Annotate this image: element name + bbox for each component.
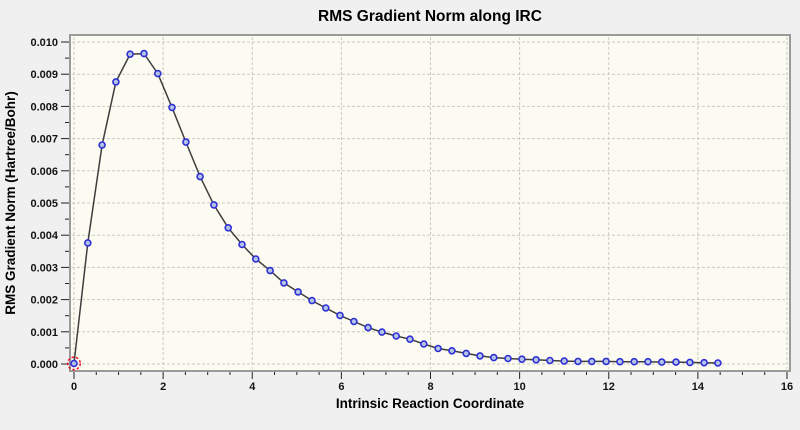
- x-tick-label: 12: [603, 381, 615, 393]
- y-tick-label: 0.001: [30, 327, 58, 339]
- data-point[interactable]: [336, 311, 344, 320]
- data-point[interactable]: [700, 358, 708, 367]
- x-tick-label: 16: [781, 381, 793, 393]
- data-point[interactable]: [616, 357, 624, 366]
- data-point[interactable]: [308, 296, 316, 305]
- x-tick-label: 0: [71, 381, 77, 393]
- selected-point-highlight-ring: [66, 356, 82, 371]
- y-tick-label: 0.005: [30, 198, 58, 210]
- chart-title: RMS Gradient Norm along IRC: [318, 8, 542, 25]
- y-tick-label: 0.000: [30, 359, 58, 371]
- y-tick-label: 0.002: [30, 295, 58, 307]
- data-point[interactable]: [98, 141, 106, 149]
- y-tick-label: 0.003: [30, 262, 58, 274]
- data-point[interactable]: [182, 138, 190, 146]
- x-tick-label: 4: [249, 381, 256, 393]
- data-point[interactable]: [434, 344, 442, 353]
- data-point[interactable]: [350, 317, 358, 326]
- x-tick-label: 6: [338, 381, 344, 393]
- y-axis-title: RMS Gradient Norm (Hartree/Bohr): [3, 91, 18, 315]
- data-point[interactable]: [672, 358, 680, 366]
- data-point[interactable]: [280, 279, 288, 287]
- data-point[interactable]: [126, 50, 134, 59]
- data-point[interactable]: [406, 335, 414, 344]
- data-point[interactable]: [489, 353, 498, 362]
- data-point[interactable]: [112, 78, 120, 86]
- data-point[interactable]: [140, 49, 148, 58]
- data-point[interactable]: [714, 359, 722, 367]
- y-tick-label: 0.008: [30, 101, 58, 113]
- data-point[interactable]: [294, 288, 302, 296]
- data-point[interactable]: [657, 358, 666, 366]
- data-point[interactable]: [70, 359, 78, 368]
- data-point[interactable]: [630, 357, 639, 366]
- data-point[interactable]: [419, 340, 428, 348]
- x-tick-label: 14: [692, 381, 705, 393]
- data-point[interactable]: [84, 239, 92, 247]
- data-point[interactable]: [602, 357, 610, 366]
- data-point[interactable]: [252, 255, 260, 263]
- data-point[interactable]: [532, 355, 540, 364]
- y-tick-label: 0.004: [30, 230, 58, 242]
- x-tick-label: 10: [514, 381, 526, 393]
- data-point[interactable]: [644, 357, 652, 366]
- data-point[interactable]: [364, 323, 372, 332]
- data-point[interactable]: [154, 69, 162, 78]
- data-point[interactable]: [196, 172, 204, 181]
- data-point[interactable]: [224, 224, 232, 232]
- data-point[interactable]: [462, 349, 471, 358]
- y-tick-label: 0.009: [30, 69, 58, 81]
- data-point[interactable]: [560, 357, 569, 365]
- x-tick-label: 2: [160, 381, 166, 393]
- data-point[interactable]: [168, 103, 176, 112]
- data-point[interactable]: [378, 328, 386, 336]
- y-tick-label: 0.006: [30, 166, 58, 178]
- data-point[interactable]: [266, 266, 274, 275]
- data-point[interactable]: [392, 332, 401, 340]
- x-axis-title: Intrinsic Reaction Coordinate: [336, 396, 525, 411]
- data-point[interactable]: [210, 201, 218, 209]
- data-point[interactable]: [238, 240, 246, 249]
- data-point[interactable]: [574, 357, 582, 366]
- data-point[interactable]: [546, 356, 554, 365]
- data-point[interactable]: [448, 346, 456, 355]
- y-tick-label: 0.010: [30, 37, 58, 49]
- data-point[interactable]: [504, 354, 512, 363]
- data-point[interactable]: [518, 355, 526, 364]
- data-point[interactable]: [686, 358, 694, 367]
- y-tick-label: 0.007: [30, 134, 58, 146]
- x-tick-label: 8: [427, 381, 433, 393]
- data-point[interactable]: [321, 304, 330, 312]
- data-point[interactable]: [476, 352, 484, 360]
- data-point[interactable]: [587, 357, 596, 366]
